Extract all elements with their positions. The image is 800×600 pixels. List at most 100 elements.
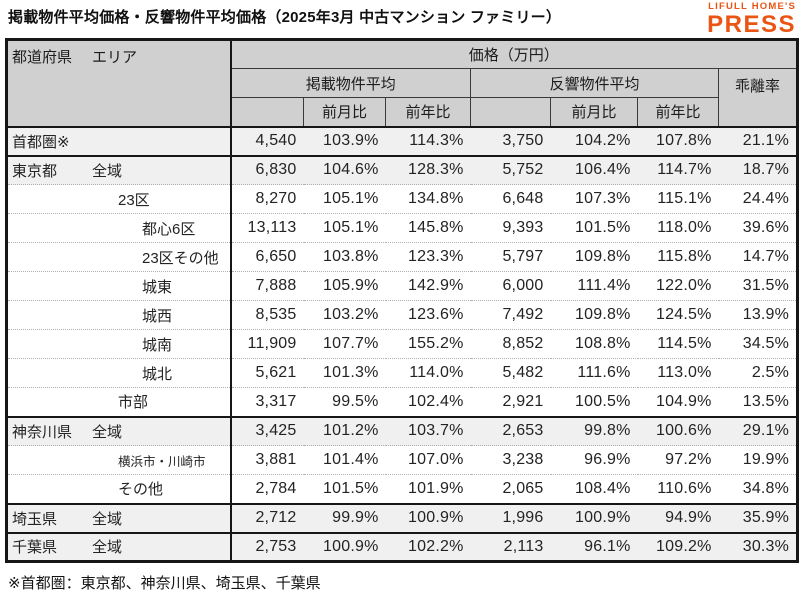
header-inquiry-group: 反響物件平均 [470,68,719,98]
region-area-cell: 東京都 全域 [6,154,232,185]
listed-yoy-cell: 134.8% [385,184,471,214]
inquiry-yoy-cell: 124.5% [637,300,719,330]
table-row: 城南 11,909 107.7% 155.2% 8,852 108.8% 114.5% 34.… [6,329,798,359]
logo-text-press: PRESS [707,10,796,38]
inquiry-mom-cell: 109.8% [550,242,638,272]
inquiry-mom-cell: 108.4% [550,474,638,504]
inquiry-price-cell: 5,797 [470,242,551,272]
listed-price-cell: 2,712 [230,502,304,533]
inquiry-price-cell: 3,750 [470,126,551,156]
inquiry-yoy-cell: 115.8% [637,242,719,272]
table-row: 埼玉県 全域 2,712 99.9% 100.9% 1,996 100.9% 94.9% 35.… [6,502,798,533]
listed-price-cell: 5,621 [230,358,304,388]
prefecture-label: 首都圏※ [12,133,70,151]
area-label: 城北 [142,365,173,383]
inquiry-yoy-cell: 115.1% [637,184,719,214]
listed-price-cell: 7,888 [230,271,304,301]
price-table: 都道府県 エリア 価格（万円） 掲載物件平均 反響物件平均 乖離率 前月比 前年比… [5,38,800,563]
inquiry-price-cell: 2,065 [470,474,551,504]
listed-price-cell: 3,317 [230,387,304,417]
region-area-cell: 23区その他 [6,242,232,272]
table-row: 首都圏※ 4,540 103.9% 114.3% 3,750 104.2% 107.8% 21… [6,126,798,156]
gap-rate-cell: 13.9% [718,300,798,330]
header-row-2: 掲載物件平均 反響物件平均 乖離率 [7,68,799,127]
area-label: 全域 [92,162,123,180]
listed-yoy-cell: 114.3% [385,126,471,156]
inquiry-yoy-cell: 97.2% [637,445,719,475]
listed-mom-cell: 100.9% [303,531,386,562]
table-row: 横浜市・川崎市 3,881 101.4% 107.0% 3,238 96.9% 97.2% 1… [6,445,798,475]
inquiry-mom-cell: 111.6% [550,358,638,388]
inquiry-price-cell: 6,648 [470,184,551,214]
area-label: 都心6区 [142,220,196,238]
table-row: 都心6区 13,113 105.1% 145.8% 9,393 101.5% 118.0% 3… [6,213,798,243]
gap-rate-cell: 14.7% [718,242,798,272]
table-row: 城東 7,888 105.9% 142.9% 6,000 111.4% 122.0% 31.5… [6,271,798,301]
gap-rate-cell: 30.3% [718,531,798,562]
header-inquiry-price-blank [470,97,551,127]
table-row: 神奈川県 全域 3,425 101.2% 103.7% 2,653 99.8% 100.6% 2… [6,415,798,446]
region-area-cell: 千葉県 全域 [6,531,232,562]
area-label: 全域 [92,539,123,557]
lifull-homes-press-logo: LIFULL HOME'S PRESS [707,2,796,37]
listed-price-cell: 8,535 [230,300,304,330]
header-region-label: 都道府県 [12,49,73,66]
gap-rate-cell: 29.1% [718,415,798,446]
header-region-area: 都道府県 エリア [6,39,232,127]
listed-mom-cell: 103.8% [303,242,386,272]
listed-yoy-cell: 102.4% [385,387,471,417]
inquiry-yoy-cell: 107.8% [637,126,719,156]
listed-mom-cell: 101.5% [303,474,386,504]
header-inquiry-mom: 前月比 [550,97,638,127]
inquiry-mom-cell: 107.3% [550,184,638,214]
listed-yoy-cell: 145.8% [385,213,471,243]
prefecture-label: 埼玉県 [12,510,58,528]
inquiry-yoy-cell: 109.2% [637,531,719,562]
table-row: 千葉県 全域 2,753 100.9% 102.2% 2,113 96.1% 109.2% 30… [6,531,798,562]
header-listed-mom: 前月比 [303,97,386,127]
header-row-3: 前月比 前年比 前月比 前年比 [7,97,798,127]
inquiry-price-cell: 6,000 [470,271,551,301]
inquiry-yoy-cell: 104.9% [637,387,719,417]
inquiry-price-cell: 2,921 [470,387,551,417]
listed-yoy-cell: 123.6% [385,300,471,330]
inquiry-price-cell: 5,752 [470,154,551,185]
region-area-cell: その他 [6,474,232,504]
inquiry-yoy-cell: 113.0% [637,358,719,388]
listed-price-cell: 2,784 [230,474,304,504]
page-title: 掲載物件平均価格・反響物件平均価格（2025年3月 中古マンション ファミリー） [8,9,562,26]
inquiry-yoy-cell: 122.0% [637,271,719,301]
region-area-cell: 城西 [6,300,232,330]
table-row: 23区 8,270 105.1% 134.8% 6,648 107.3% 115.1% 24.… [6,184,798,214]
area-label: 城西 [142,307,173,325]
listed-price-cell: 6,650 [230,242,304,272]
inquiry-mom-cell: 104.2% [550,126,638,156]
region-area-cell: 城東 [6,271,232,301]
prefecture-label: 千葉県 [12,539,58,557]
listed-yoy-cell: 114.0% [385,358,471,388]
gap-rate-cell: 18.7% [718,154,798,185]
listed-price-cell: 4,540 [230,126,304,156]
gap-rate-cell: 13.5% [718,387,798,417]
inquiry-mom-cell: 100.5% [550,387,638,417]
header-row-1: 都道府県 エリア 価格（万円） [6,39,799,127]
gap-rate-cell: 2.5% [718,358,798,388]
listed-price-cell: 3,425 [230,415,304,446]
listed-yoy-cell: 100.9% [385,502,471,533]
region-area-cell: 城南 [6,329,232,359]
header-area-label: エリア [92,49,138,66]
gap-rate-cell: 35.9% [718,502,798,533]
region-area-cell: 神奈川県 全域 [6,415,232,446]
header-gap-rate: 乖離率 [717,68,799,127]
listed-price-cell: 3,881 [230,445,304,475]
prefecture-label: 東京都 [12,162,58,180]
inquiry-mom-cell: 108.8% [550,329,638,359]
table-header: 都道府県 エリア 価格（万円） 掲載物件平均 反響物件平均 乖離率 前月比 前年比… [6,39,799,127]
listed-price-cell: 8,270 [230,184,304,214]
inquiry-price-cell: 5,482 [470,358,551,388]
area-label: 横浜市・川崎市 [118,454,206,469]
gap-rate-cell: 34.8% [718,474,798,504]
region-area-cell: 城北 [6,358,232,388]
table-row: 城北 5,621 101.3% 114.0% 5,482 111.6% 113.0% 2.5% [6,358,798,388]
header-listed-yoy: 前年比 [385,97,471,127]
